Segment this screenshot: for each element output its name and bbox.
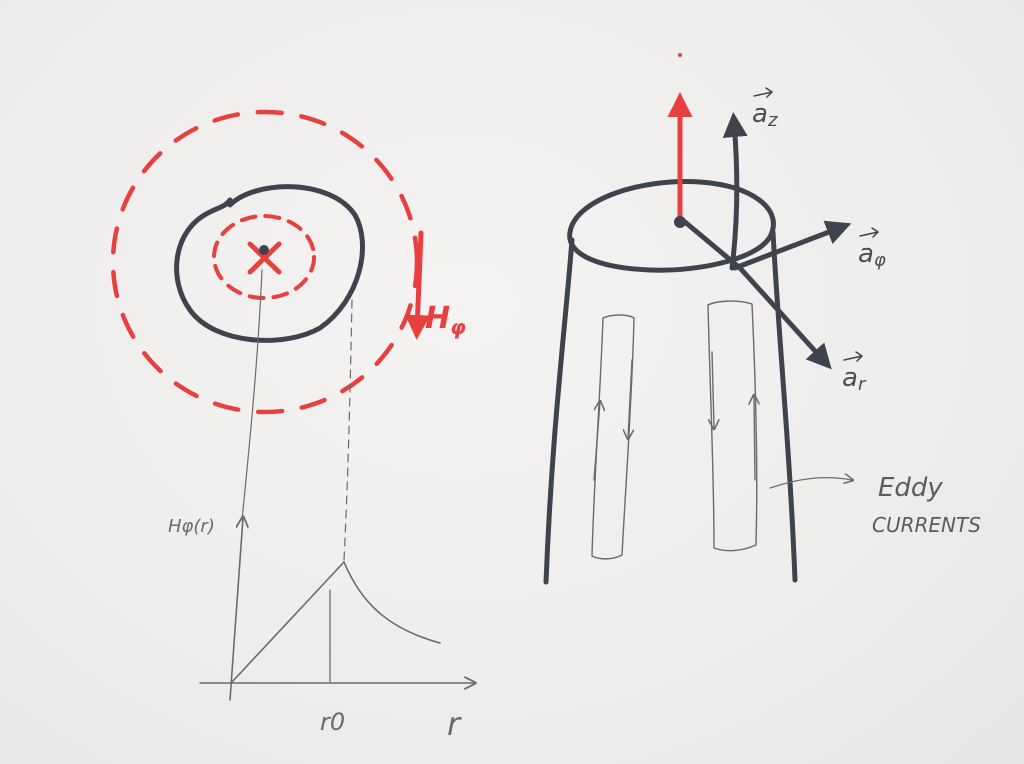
- conductor-boundary-circle: [174, 184, 365, 343]
- aphi-vec-mark: [859, 227, 879, 238]
- eddy-currents-pointer: [769, 478, 852, 489]
- conductor-cross-section: Hφ: [110, 109, 466, 415]
- unit-vector-ar-arrow: [682, 219, 832, 370]
- graph-decay-curve: [343, 561, 441, 644]
- current-into-page-cross: [247, 241, 282, 275]
- ar-subscript: r: [858, 374, 867, 395]
- cylinder-top-ellipse: [567, 179, 776, 273]
- h-phi-letter: H: [425, 301, 450, 336]
- field-vs-radius-graph: Hφ(r) r r0: [168, 516, 474, 743]
- eddy-currents-label-line1: Eddy: [878, 473, 943, 503]
- ar-letter: a: [842, 363, 858, 393]
- eddy-current-loop-left: [591, 314, 635, 560]
- graph-y-label: Hφ(r): [168, 516, 215, 537]
- inner-field-line-dashed: [212, 214, 316, 300]
- cylinder-left-side: [543, 237, 575, 585]
- cylinder-axis-center: [674, 216, 686, 228]
- aphi-subscript: φ: [874, 250, 886, 271]
- graph-linear-rise: [231, 561, 345, 683]
- unit-vector-aphi-label: aφ: [858, 239, 886, 271]
- h-phi-label: Hφ: [425, 301, 466, 339]
- graph-x-label: r: [447, 705, 462, 743]
- eddy-currents-label-line2: CURRENTS: [872, 513, 981, 537]
- h-phi-arrow: [405, 230, 431, 340]
- az-subscript: z: [767, 110, 778, 131]
- cylinder-right-side: [770, 229, 798, 583]
- h-phi-subscript: φ: [450, 315, 466, 339]
- az-vec-mark: [753, 87, 773, 98]
- aphi-letter: a: [858, 239, 874, 269]
- cylinder-diagram: az aφ ar Eddy CURRENTS: [543, 53, 981, 585]
- graph-y-axis: [229, 518, 243, 701]
- unit-vector-az-arrow: [722, 112, 748, 271]
- projection-lines: [241, 269, 353, 561]
- current-arrow-dot: [678, 53, 682, 57]
- unit-vector-az-label: az: [752, 99, 778, 131]
- ar-vec-mark: [843, 351, 863, 362]
- unit-vector-aphi-arrow: [732, 220, 852, 271]
- outer-field-line-dashed: [110, 109, 420, 415]
- eddy-current-loop-right: [707, 300, 757, 552]
- unit-vector-ar-label: ar: [842, 363, 867, 395]
- az-letter: a: [752, 99, 768, 129]
- graph-radius-tick-label: r0: [320, 708, 345, 736]
